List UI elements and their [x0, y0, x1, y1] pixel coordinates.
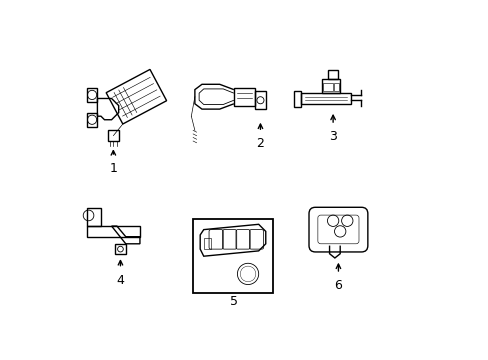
Text: 3: 3 [328, 130, 336, 143]
Bar [193, 219, 272, 293]
Text: 5: 5 [229, 295, 237, 308]
Text: 1: 1 [109, 162, 117, 175]
Text: 6: 6 [334, 279, 342, 292]
Text: 2: 2 [256, 138, 264, 150]
Text: 4: 4 [116, 274, 124, 287]
